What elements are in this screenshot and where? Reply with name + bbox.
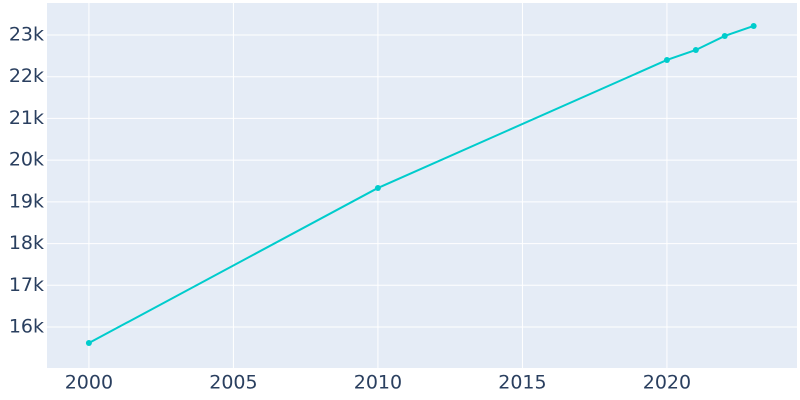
y-tick-label: 23k: [9, 23, 44, 45]
point: [663, 56, 670, 63]
y-tick-label: 20k: [9, 149, 44, 171]
y-tick-label: 21k: [9, 107, 44, 129]
point: [85, 340, 92, 347]
y-tick-label: 18k: [9, 232, 44, 254]
point: [750, 22, 757, 29]
line: [88, 25, 754, 344]
y-tick-label: 16k: [9, 315, 44, 337]
x-tick-label: 2010: [354, 372, 402, 394]
y-tick-label: 22k: [9, 65, 44, 87]
point: [692, 46, 699, 53]
x-tick-label: 2020: [643, 372, 691, 394]
y-tick-label: 17k: [9, 274, 44, 296]
point: [374, 184, 381, 191]
x-tick-label: 2000: [65, 372, 113, 394]
plot-area: [47, 3, 797, 368]
x-tick-label: 2005: [209, 372, 257, 394]
point: [721, 32, 728, 39]
x-tick-label: 2015: [498, 372, 546, 394]
y-tick-label: 19k: [9, 190, 44, 212]
